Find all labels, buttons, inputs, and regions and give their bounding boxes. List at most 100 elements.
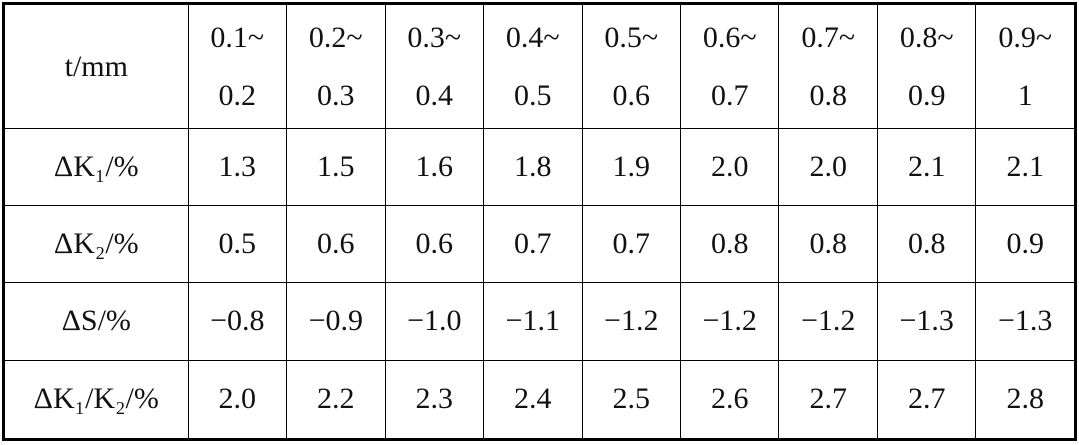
cell: 2.0 [778,127,878,207]
cell-text: 0.5 [218,227,257,261]
cell: 0.8 [778,205,878,284]
cell: 0.6~0.7 [679,3,780,129]
cell: −0.8 [187,282,288,361]
row-header-cell: ΔK₂/% [3,205,189,284]
cell-text: 2.5 [612,382,650,416]
cell: 0.8~0.9 [876,3,977,129]
cell: 0.5 [187,205,288,284]
cell-text: 2.0 [809,150,847,184]
cell: 2.0 [679,127,780,207]
cell-text: 0.6 [415,227,454,261]
cell-text: −1.1 [505,304,560,338]
cell: −1.3 [876,282,977,361]
data-row: ΔK₁/% 1.3 1.5 1.6 1.8 1.9 2.0 2.0 2.1 2.1 [3,127,1076,207]
cell-text: 0.7 [612,227,650,261]
cell-text: 2.7 [907,382,946,416]
cell-text: 1.6 [415,150,454,184]
data-row: ΔK₁/K₂/% 2.0 2.2 2.3 2.4 2.5 2.6 2.7 2.7 2.8 [3,359,1076,441]
cell-text: 2.3 [415,382,454,416]
cell: 1.5 [286,127,386,207]
data-row: ΔS/% −0.8 −0.9 −1.0 −1.1 −1.2 −1.2 −1.2 −1.3 −1.3 [3,282,1076,361]
cell-text: 0.8 [809,227,847,261]
cell-text: −1.2 [801,304,856,338]
cell: 1.9 [581,127,681,207]
row-header-cell: t/mm [3,3,189,129]
cell: 2.1 [975,127,1076,207]
cell-text: 0.8 [710,227,749,261]
cell: −1.2 [778,282,878,361]
cell: 2.8 [975,359,1076,441]
cell: 2.4 [483,359,583,441]
header-row: t/mm 0.1~0.2 0.2~0.3 0.3~0.4 0.4~0.5 0.5~0.6 0… [3,3,1076,129]
cell-text: −1.3 [998,304,1053,338]
cell: 0.6 [384,205,485,284]
cell: 0.7~0.8 [778,3,878,129]
cell-text: 2.6 [710,382,749,416]
cell: 2.1 [876,127,977,207]
cell: −0.9 [286,282,386,361]
cell: 2.7 [778,359,878,441]
cell-text: 2.8 [1006,382,1044,416]
cell: 2.0 [187,359,288,441]
cell-text: 1.9 [612,150,650,184]
cell: −1.0 [384,282,485,361]
cell: 0.4~0.5 [483,3,583,129]
cell-text: −1.0 [407,304,462,338]
cell-text: 0.7~0.8 [801,20,856,112]
cell: 2.7 [876,359,977,441]
cell-text: 2.7 [809,382,847,416]
cell-text: −1.2 [604,304,659,338]
cell-text: 2.0 [710,150,749,184]
cell-text: 0.9 [1006,227,1044,261]
cell: 0.6 [286,205,386,284]
cell: −1.3 [975,282,1076,361]
cell-text: −1.3 [899,304,954,338]
cell-text: 0.6~0.7 [702,20,757,112]
cell-text: −1.2 [702,304,757,338]
cell-text: 0.1~0.2 [210,20,265,112]
cell: −1.1 [483,282,583,361]
cell-text: t/mm [64,49,128,83]
cell-text: 0.6 [317,227,355,261]
cell-text: 0.5~0.6 [604,20,659,112]
cell-text: 2.0 [218,382,257,416]
row-header-cell: ΔK₁/% [3,127,189,207]
row-header-cell: ΔS/% [3,282,189,361]
row-header-cell: ΔK₁/K₂/% [3,359,189,441]
cell-text: 1.3 [218,150,257,184]
cell-text: ΔK₁/% [53,150,139,184]
cell: 0.3~0.4 [384,3,485,129]
cell-text: ΔK₂/% [53,227,139,261]
cell-text: 0.9~1 [998,20,1053,112]
cell-text: −0.8 [210,304,265,338]
cell: 0.7 [581,205,681,284]
cell: 1.6 [384,127,485,207]
cell: 0.9 [975,205,1076,284]
cell: 0.8 [679,205,780,284]
cell: 0.8 [876,205,977,284]
cell-text: 0.8 [907,227,946,261]
cell: −1.2 [679,282,780,361]
cell: 2.6 [679,359,780,441]
cell: 1.3 [187,127,288,207]
cell-text: 1.8 [514,150,552,184]
cell: 0.7 [483,205,583,284]
cell: −1.2 [581,282,681,361]
cell: 0.2~0.3 [286,3,386,129]
cell-text: 0.2~0.3 [308,20,363,112]
cell: 0.9~1 [975,3,1076,129]
cell-text: 2.4 [514,382,552,416]
cell: 2.2 [286,359,386,441]
cell: 2.3 [384,359,485,441]
cell-text: 0.8~0.9 [899,20,954,112]
cell-text: 2.1 [907,150,946,184]
cell: 0.5~0.6 [581,3,681,129]
cell-text: ΔS/% [61,304,131,338]
data-row: ΔK₂/% 0.5 0.6 0.6 0.7 0.7 0.8 0.8 0.8 0.9 [3,205,1076,284]
cell: 1.8 [483,127,583,207]
cell-text: −0.9 [308,304,363,338]
cell-text: ΔK₁/K₂/% [33,382,159,416]
cell: 0.1~0.2 [187,3,288,129]
cell-text: 2.1 [1006,150,1044,184]
